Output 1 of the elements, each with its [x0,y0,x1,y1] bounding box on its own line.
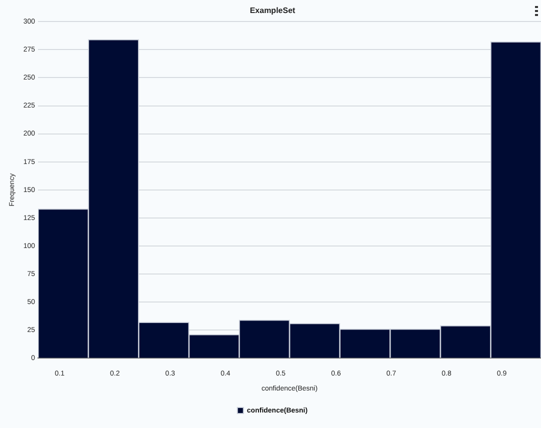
chart-title: ExampleSet [250,6,296,16]
